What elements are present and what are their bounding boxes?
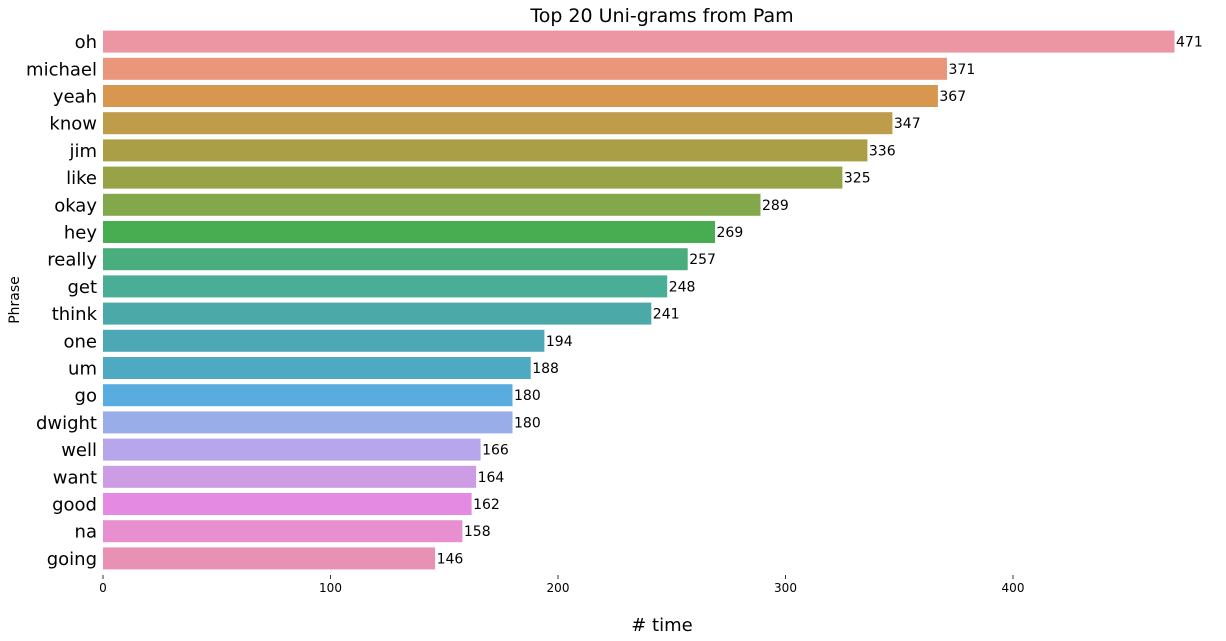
category-label-jim: jim xyxy=(68,141,97,162)
category-label-want: want xyxy=(53,467,97,488)
value-label-know: 347 xyxy=(894,116,921,132)
value-label-think: 241 xyxy=(653,307,680,323)
x-tick-label-300: 300 xyxy=(774,581,797,595)
bar-one xyxy=(103,329,545,352)
bar-okay xyxy=(103,193,761,216)
bar-well xyxy=(103,438,481,461)
bar-jim xyxy=(103,139,868,162)
category-label-hey: hey xyxy=(64,223,97,244)
category-label-oh: oh xyxy=(75,32,97,53)
bar-go xyxy=(103,384,513,407)
bar-going xyxy=(103,547,436,570)
bar-um xyxy=(103,357,531,379)
category-label-get: get xyxy=(67,277,97,298)
value-label-jim: 336 xyxy=(869,143,896,159)
category-label-like: like xyxy=(66,168,97,189)
bar-want xyxy=(103,465,477,488)
category-label-yeah: yeah xyxy=(53,87,97,108)
value-label-good: 162 xyxy=(473,497,500,513)
bar-good xyxy=(103,493,472,515)
category-label-really: really xyxy=(47,250,97,271)
category-label-go: go xyxy=(75,386,97,407)
x-tick-label-100: 100 xyxy=(319,581,342,595)
value-label-hey: 269 xyxy=(717,225,744,241)
x-axis-label: # time xyxy=(631,615,692,636)
bar-michael xyxy=(103,57,947,80)
value-label-really: 257 xyxy=(689,252,716,268)
category-label-dwight: dwight xyxy=(36,413,97,434)
x-tick-label-0: 0 xyxy=(99,581,107,595)
x-tick-label-200: 200 xyxy=(547,581,570,595)
category-label-michael: michael xyxy=(26,59,97,80)
value-label-going: 146 xyxy=(437,551,464,567)
x-tick-label-400: 400 xyxy=(1002,581,1025,595)
value-label-go: 180 xyxy=(514,388,541,404)
value-label-okay: 289 xyxy=(762,198,789,214)
bar-yeah xyxy=(103,85,938,107)
category-label-okay: okay xyxy=(54,195,97,216)
bar-na xyxy=(103,520,463,543)
bar-dwight xyxy=(103,411,513,434)
bar-oh xyxy=(103,30,1175,53)
bar-get xyxy=(103,275,668,298)
value-label-like: 325 xyxy=(844,171,871,187)
bar-hey xyxy=(103,221,715,243)
x-axis: 0 100 200 300 400 xyxy=(99,575,1024,595)
bar-know xyxy=(103,112,893,135)
bars-group: oh 471 michael 371 yeah 367 know 347 jim 336 like 3… xyxy=(26,30,1203,570)
chart-title: Top 20 Uni-grams from Pam xyxy=(529,5,793,27)
category-label-think: think xyxy=(52,304,98,325)
category-label-going: going xyxy=(47,549,97,570)
bar-really xyxy=(103,248,688,271)
value-label-oh: 471 xyxy=(1176,35,1203,51)
value-label-get: 248 xyxy=(669,279,696,295)
value-label-want: 164 xyxy=(478,470,505,486)
category-label-know: know xyxy=(49,114,97,135)
bar-like xyxy=(103,166,843,189)
value-label-michael: 371 xyxy=(949,62,976,78)
value-label-one: 194 xyxy=(546,334,573,350)
value-label-yeah: 367 xyxy=(939,89,966,105)
value-label-well: 166 xyxy=(482,443,509,459)
category-label-na: na xyxy=(75,522,97,543)
category-label-good: good xyxy=(52,495,97,516)
value-label-dwight: 180 xyxy=(514,415,541,431)
category-label-one: one xyxy=(64,331,98,352)
y-axis-label: Phrase xyxy=(7,276,23,324)
value-label-na: 158 xyxy=(464,524,491,540)
category-label-um: um xyxy=(68,359,97,380)
category-label-well: well xyxy=(61,440,97,461)
value-label-um: 188 xyxy=(532,361,559,377)
bar-think xyxy=(103,302,652,325)
